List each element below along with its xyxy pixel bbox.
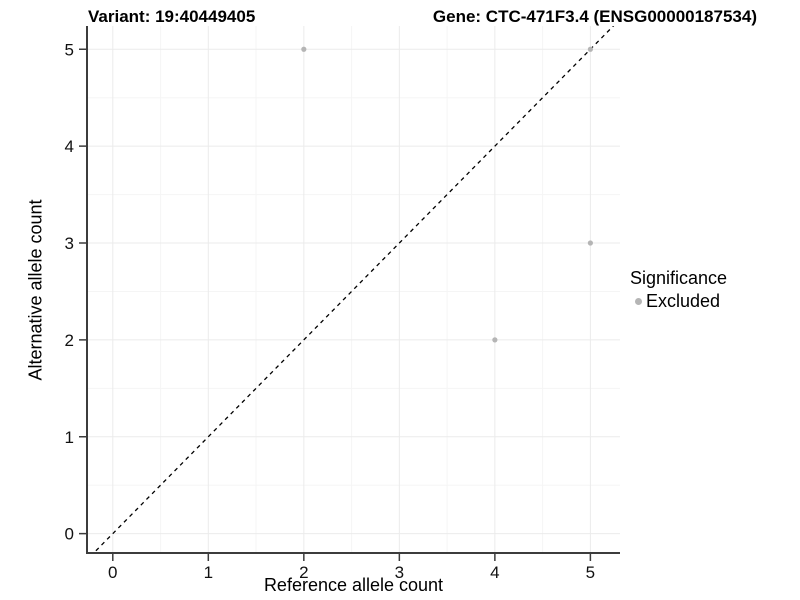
legend: Significance Excluded xyxy=(628,268,727,312)
svg-text:3: 3 xyxy=(65,234,74,253)
gene-title: Gene: CTC-471F3.4 (ENSG00000187534) xyxy=(432,7,757,26)
svg-text:1: 1 xyxy=(204,563,213,582)
svg-text:5: 5 xyxy=(586,563,595,582)
tick-marks-and-labels: 0 1 2 3 4 5 0 1 2 3 4 5 xyxy=(65,40,596,582)
identity-reference-line xyxy=(92,26,615,553)
legend-item-excluded: Excluded xyxy=(628,291,727,312)
minor-gridlines xyxy=(87,26,620,553)
svg-text:3: 3 xyxy=(395,563,404,582)
legend-item-label: Excluded xyxy=(646,291,721,311)
svg-text:0: 0 xyxy=(65,525,74,544)
svg-text:2: 2 xyxy=(299,563,308,582)
svg-text:4: 4 xyxy=(490,563,499,582)
svg-text:0: 0 xyxy=(108,563,117,582)
data-points xyxy=(301,46,593,343)
x-axis-title: Reference allele count xyxy=(263,575,444,595)
legend-dot xyxy=(635,298,642,305)
svg-text:1: 1 xyxy=(65,428,74,447)
variant-title: Variant: 19:40449405 xyxy=(88,7,256,26)
svg-text:5: 5 xyxy=(65,40,74,59)
axis-lines xyxy=(86,26,620,554)
svg-text:4: 4 xyxy=(65,137,74,156)
major-gridlines xyxy=(87,26,620,553)
svg-text:2: 2 xyxy=(65,331,74,350)
legend-title: Significance xyxy=(630,268,728,288)
